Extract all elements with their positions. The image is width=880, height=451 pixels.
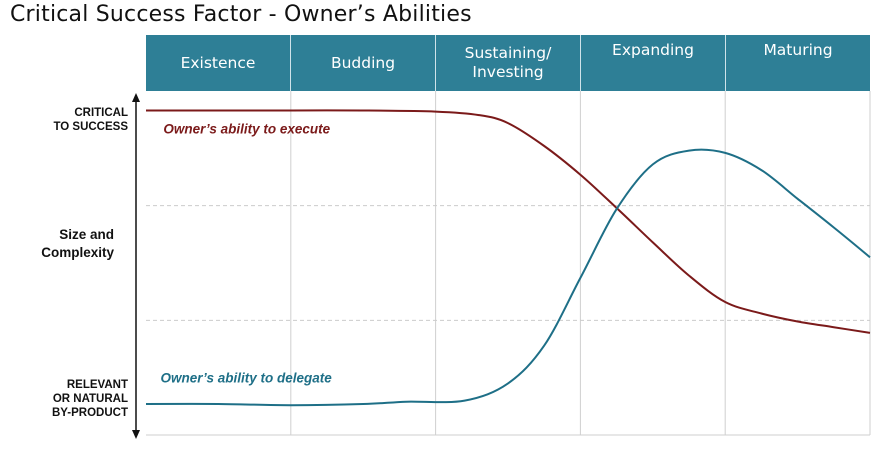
page-title: Critical Success Factor - Owner’s Abilit… — [10, 2, 472, 27]
series-label-1: Owner’s ability to delegate — [160, 370, 332, 385]
series-line-0 — [146, 109, 871, 334]
stage-header-3: Expanding — [580, 35, 725, 91]
y-axis-top-label: CRITICAL TO SUCCESS — [53, 107, 128, 133]
y-axis-arrow-down — [132, 430, 140, 439]
y-axis-label: Size and Complexity — [41, 227, 114, 260]
stage-header-1: Budding — [290, 35, 435, 91]
stage-header-2: Sustaining/ Investing — [435, 35, 580, 91]
series-line-1 — [145, 148, 871, 407]
stage-header-4: Maturing — [725, 35, 870, 91]
stage-header-0: Existence — [180, 53, 256, 72]
series-label-0: Owner’s ability to execute — [163, 121, 330, 136]
y-axis-bottom-label: RELEVANT OR NATURAL BY-PRODUCT — [51, 379, 128, 419]
y-axis-arrow-up — [132, 93, 140, 102]
stage-header-bar: Existence Budding Sustaining/ Investing Exp… — [146, 35, 870, 91]
